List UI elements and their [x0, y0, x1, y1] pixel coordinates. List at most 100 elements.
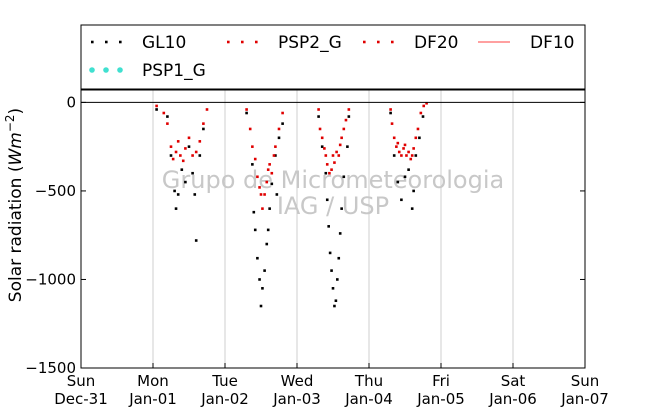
- x-tick-day-2: Tue: [211, 372, 238, 390]
- point-psp2-g-27: [268, 163, 271, 166]
- point-gl10-50: [396, 180, 400, 184]
- point-psp2-g-65: [416, 127, 420, 131]
- point-gl10-24: [266, 228, 270, 232]
- point-psp2-g-39: [328, 171, 331, 175]
- point-psp2-g-63: [412, 147, 415, 150]
- point-gl10-29: [277, 136, 281, 140]
- point-psp2-g-12: [194, 150, 198, 154]
- x-tick-day-4: Thu: [354, 372, 383, 390]
- point-psp2-g-32: [281, 111, 284, 115]
- point-gl10-48: [389, 111, 392, 115]
- point-psp2-g-64: [414, 136, 418, 140]
- legend-label-psp2-g: PSP2_G: [278, 33, 342, 53]
- legend-marker-gl10-2: [119, 40, 122, 44]
- y-axis-unit-base: W: [6, 148, 26, 166]
- x-axis: SunDec-31MonJan-01TueJan-02WedJan-03ThuJ…: [54, 363, 609, 408]
- point-gl10-1: [166, 115, 169, 118]
- point-psp2-g-55: [397, 150, 401, 154]
- x-tick-day-5: Fri: [432, 372, 450, 390]
- point-psp2-g-1: [162, 111, 166, 115]
- point-gl10-36: [328, 251, 332, 255]
- point-psp2-g-60: [407, 150, 410, 154]
- legend-marker-psp1-g-1: [103, 67, 109, 73]
- point-gl10-34: [325, 198, 329, 202]
- x-tick-day-0: Sun: [67, 372, 96, 390]
- x-tick-date-6: Jan-06: [488, 390, 537, 408]
- point-psp2-g-57: [402, 147, 405, 150]
- point-gl10-20: [259, 304, 263, 308]
- point-psp2-g-4: [171, 157, 175, 161]
- point-psp2-g-9: [184, 147, 187, 150]
- point-psp2-g-61: [409, 157, 413, 161]
- grid-lines: [152, 90, 514, 368]
- watermark-line-1: Grupo de Micrometeorologia: [162, 166, 504, 194]
- y-tick-label-3: −1500: [25, 359, 76, 377]
- point-gl10-9: [191, 171, 194, 175]
- y-axis-label-text: Solar radiation: [6, 178, 26, 303]
- point-psp2-g-19: [253, 157, 257, 161]
- legend-marker-df20-2: [391, 40, 394, 44]
- point-gl10-35: [327, 225, 330, 228]
- x-tick-date-4: Jan-04: [344, 390, 393, 408]
- x-tick-date-5: Jan-05: [416, 390, 465, 408]
- point-gl10-8: [187, 145, 191, 148]
- point-gl10-55: [412, 189, 415, 193]
- point-gl10-14: [245, 111, 248, 115]
- point-psp2-g-3: [169, 145, 173, 148]
- y-axis: 0 −500 −1000 −1500: [25, 93, 585, 377]
- point-gl10-51: [400, 198, 403, 202]
- point-psp2-g-52: [392, 136, 396, 140]
- point-gl10-17: [253, 228, 257, 232]
- point-psp2-g-17: [248, 127, 252, 131]
- legend: GL10 PSP2_G DF20 DF10 PSP1_G: [80, 24, 586, 90]
- point-psp2-g-66: [419, 111, 423, 115]
- y-tick-label-1: −500: [35, 182, 76, 200]
- point-psp2-g-31: [277, 127, 281, 131]
- point-psp2-g-5: [174, 150, 178, 154]
- point-psp2-g-24: [263, 193, 266, 196]
- data-points: [155, 101, 428, 308]
- point-psp2-g-33: [317, 108, 320, 111]
- point-gl10-15: [251, 163, 254, 166]
- point-gl10-41: [336, 278, 339, 281]
- x-tick-date-7: Jan-07: [560, 390, 609, 408]
- point-gl10-16: [252, 210, 256, 214]
- point-gl10-44: [340, 207, 343, 210]
- point-gl10-23: [265, 242, 269, 246]
- point-gl10-49: [392, 154, 396, 157]
- point-psp2-g-28: [270, 171, 274, 175]
- point-gl10-25: [268, 207, 271, 210]
- point-gl10-5: [176, 193, 180, 196]
- point-gl10-57: [418, 136, 421, 140]
- point-gl10-30: [281, 122, 284, 125]
- legend-marker-psp2-g-1: [241, 40, 244, 44]
- point-gl10-31: [317, 115, 320, 118]
- plot-area: [80, 89, 586, 369]
- point-psp2-g-44: [337, 154, 341, 157]
- y-axis-unit-sub: m: [6, 132, 26, 149]
- point-gl10-38: [331, 287, 335, 290]
- point-psp2-g-7: [179, 154, 182, 157]
- point-gl10-11: [194, 239, 198, 242]
- point-gl10-13: [202, 127, 205, 131]
- point-gl10-19: [258, 278, 261, 281]
- y-tick-label-2: −1000: [25, 270, 76, 288]
- point-psp2-g-15: [205, 108, 209, 111]
- legend-marker-psp1-g-2: [117, 67, 123, 73]
- point-gl10-37: [330, 269, 333, 272]
- point-gl10-7: [184, 180, 187, 184]
- point-psp2-g-59: [405, 154, 408, 157]
- legend-marker-psp2-g-0: [227, 40, 230, 44]
- legend-box: [80, 24, 586, 90]
- legend-marker-psp1-g-0: [89, 67, 95, 73]
- y-tick-label-0: 0: [66, 93, 76, 111]
- legend-marker-gl10-1: [105, 40, 108, 44]
- point-psp2-g-14: [202, 122, 205, 125]
- point-psp2-g-13: [198, 140, 202, 143]
- watermark: Grupo de Micrometeorologia IAG / USP: [162, 166, 504, 220]
- point-psp2-g-2: [166, 122, 169, 125]
- point-psp2-g-36: [323, 147, 326, 150]
- y-axis-unit-exp: −2: [3, 114, 17, 132]
- x-tick-day-3: Wed: [281, 372, 314, 390]
